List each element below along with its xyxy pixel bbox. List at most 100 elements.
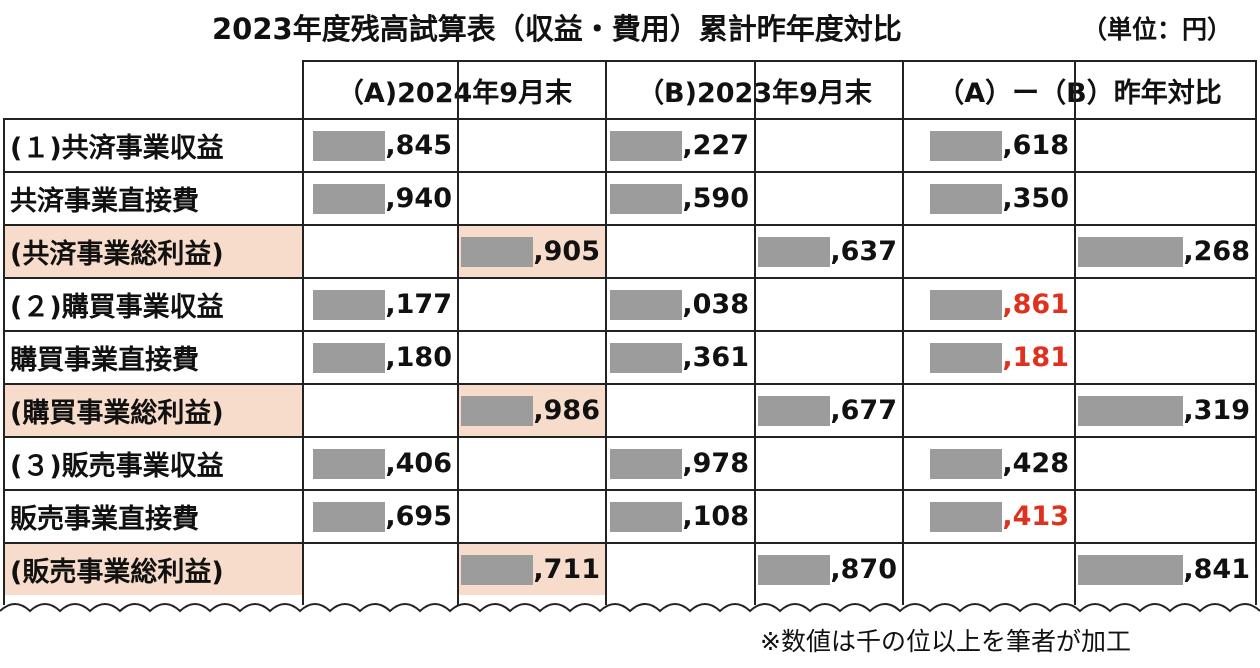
redaction	[461, 395, 534, 426]
redaction	[930, 130, 1003, 161]
redaction	[930, 448, 1003, 479]
cell: ,413	[903, 489, 1075, 542]
cell: ,870	[755, 542, 903, 595]
row-label: (１)共済事業収益	[4, 118, 303, 171]
cell: ,940	[303, 171, 458, 224]
cell: ,618	[903, 118, 1075, 171]
value: ,177	[385, 289, 452, 320]
redaction	[758, 236, 831, 267]
cell: ,841	[1075, 542, 1256, 595]
grid-line	[3, 118, 5, 605]
redaction	[1078, 554, 1184, 585]
value: ,361	[682, 342, 749, 373]
value: ,268	[1183, 236, 1250, 267]
value: ,986	[533, 395, 600, 426]
value: ,590	[682, 183, 749, 214]
cell	[755, 171, 903, 224]
cell: ,108	[606, 489, 755, 542]
redaction	[610, 289, 683, 320]
redaction	[313, 289, 386, 320]
cell: ,181	[903, 330, 1075, 383]
value: ,227	[682, 130, 749, 161]
cell: ,177	[303, 277, 458, 330]
value: ,180	[385, 342, 452, 373]
row-label: (２)購買事業収益	[4, 277, 303, 330]
cell: ,361	[606, 330, 755, 383]
redaction	[930, 183, 1003, 214]
redaction	[461, 554, 534, 585]
value: ,637	[830, 236, 897, 267]
cell: ,861	[903, 277, 1075, 330]
cell: ,406	[303, 436, 458, 489]
cell	[1075, 118, 1256, 171]
cell	[458, 171, 606, 224]
row-label: (３)販売事業収益	[4, 436, 303, 489]
redaction	[313, 130, 386, 161]
cell: ,590	[606, 171, 755, 224]
cell: ,350	[903, 171, 1075, 224]
redaction	[758, 395, 831, 426]
cell	[755, 489, 903, 542]
value: ,845	[385, 130, 452, 161]
cell: ,905	[458, 224, 606, 277]
cell	[1075, 330, 1256, 383]
redaction	[461, 236, 534, 267]
footer-note: ※数値は千の位以上を筆者が加工	[760, 627, 1131, 656]
redaction	[610, 183, 683, 214]
cell	[755, 277, 903, 330]
value: ,319	[1183, 395, 1250, 426]
cell: ,319	[1075, 383, 1256, 436]
row-label: (共済事業総利益)	[4, 224, 303, 277]
redaction	[610, 342, 683, 373]
cell: ,978	[606, 436, 755, 489]
label-text: 購買事業直接費	[10, 345, 199, 376]
cell	[755, 330, 903, 383]
cell	[458, 277, 606, 330]
value: ,841	[1183, 554, 1250, 585]
cell: ,428	[903, 436, 1075, 489]
cell	[458, 118, 606, 171]
cell	[903, 542, 1075, 595]
cell: ,637	[755, 224, 903, 277]
label-text: 販売事業直接費	[10, 504, 199, 535]
column-header: （A)2024年9月末	[303, 60, 606, 118]
redaction	[313, 183, 386, 214]
redaction	[930, 289, 1003, 320]
redaction	[313, 501, 386, 532]
redaction	[313, 342, 386, 373]
value: ,861	[1002, 289, 1069, 320]
title: 2023年度残高試算表（収益・費用）累計昨年度対比	[212, 12, 902, 46]
label-text: (１)共済事業収益	[10, 133, 224, 164]
cell	[903, 224, 1075, 277]
grid-line	[1255, 60, 1257, 605]
cell	[303, 383, 458, 436]
value: ,181	[1002, 342, 1069, 373]
redaction	[930, 501, 1003, 532]
value: ,108	[682, 501, 749, 532]
cell	[458, 436, 606, 489]
value: ,618	[1002, 130, 1069, 161]
cell: ,227	[606, 118, 755, 171]
grid-line	[754, 60, 756, 605]
row-label: 販売事業直接費	[4, 489, 303, 542]
value: ,978	[682, 448, 749, 479]
cell	[458, 330, 606, 383]
cell	[755, 118, 903, 171]
header-text: （A）ー（B）昨年対比	[937, 77, 1222, 109]
wavy-edge	[0, 603, 1260, 627]
cell	[303, 224, 458, 277]
label-text: (２)購買事業収益	[10, 292, 224, 323]
value: ,406	[385, 448, 452, 479]
cell: ,695	[303, 489, 458, 542]
cell: ,711	[458, 542, 606, 595]
value: ,695	[385, 501, 452, 532]
redaction	[313, 448, 386, 479]
redaction	[930, 342, 1003, 373]
cell	[1075, 171, 1256, 224]
value: ,677	[830, 395, 897, 426]
cell: ,845	[303, 118, 458, 171]
value: ,428	[1002, 448, 1069, 479]
value: ,940	[385, 183, 452, 214]
cell: ,986	[458, 383, 606, 436]
